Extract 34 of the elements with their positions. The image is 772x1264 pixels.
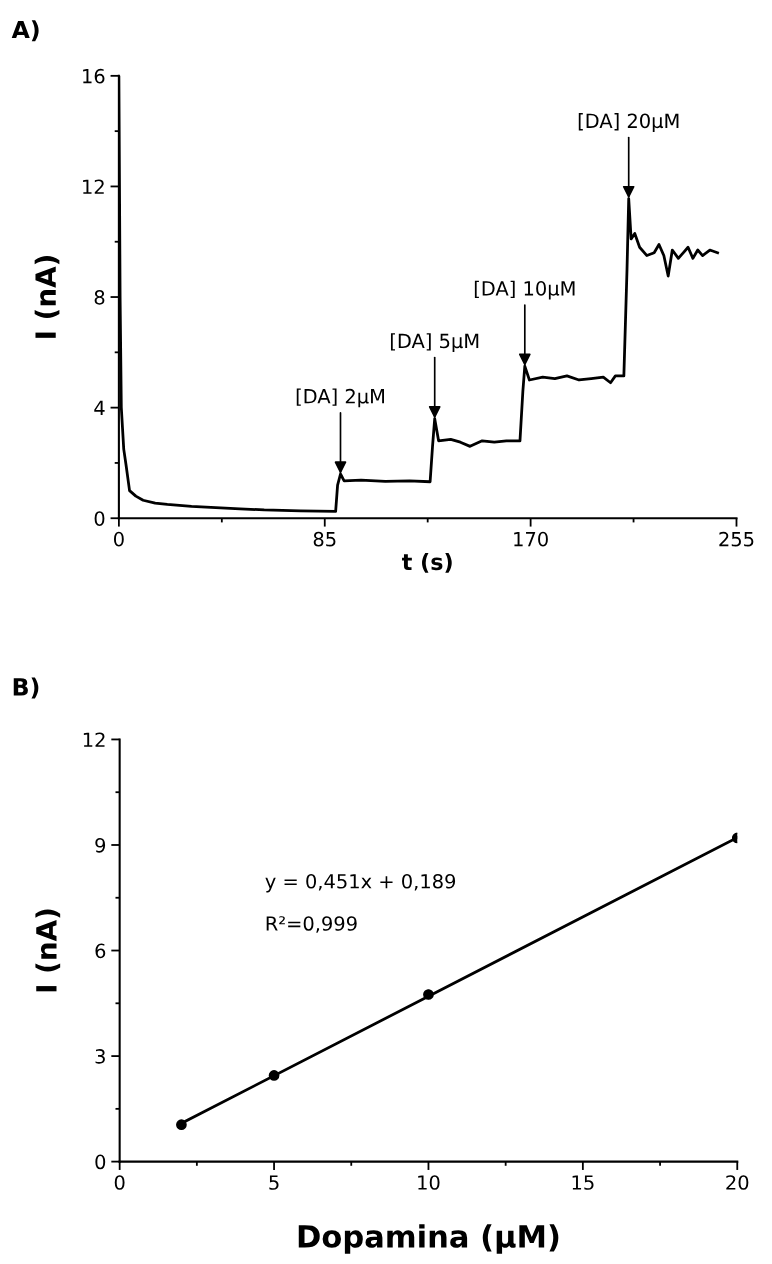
y-tick-label: 3 <box>95 1049 105 1064</box>
x-tick-label: 85 <box>313 531 336 547</box>
x-axis-title: Dopamina (μM) <box>298 1224 559 1254</box>
x-tick-label: 0 <box>113 531 124 547</box>
y-axis-title: I (nA) <box>35 909 61 992</box>
annotation: R²=0,999 <box>266 916 357 933</box>
annotation: y = 0,451x + 0,189 <box>265 873 456 893</box>
y-tick-label: 16 <box>83 68 105 84</box>
x-tick-label: 170 <box>514 531 548 547</box>
annotation: [DA] 20μM <box>578 113 679 132</box>
y-tick-label: 9 <box>95 837 106 853</box>
point <box>268 1070 280 1081</box>
y-tick-label: 0 <box>95 1154 106 1170</box>
y-axis-title: I (nA) <box>34 256 60 338</box>
y-tick-label: 4 <box>94 400 105 416</box>
x-tick-label: 20 <box>726 1175 749 1190</box>
annotation: [DA] 2μM <box>296 388 384 408</box>
x-tick-label: 255 <box>719 531 754 547</box>
point <box>176 1119 187 1131</box>
y-tick-label: 6 <box>95 943 106 959</box>
point <box>423 989 434 1000</box>
chart-title: A) <box>11 20 39 42</box>
y-tick-label: 0 <box>94 511 105 526</box>
x-axis-title: t (s) <box>402 553 452 573</box>
y-tick-label: 12 <box>83 732 105 747</box>
annotation: [DA] 5μM <box>390 333 479 353</box>
annotation: [DA] 10μM <box>474 280 575 300</box>
y-tick-label: 12 <box>83 179 104 194</box>
x-tick-label: 0 <box>114 1175 125 1190</box>
y-tick-label: 8 <box>94 290 105 305</box>
x-tick-label: 10 <box>418 1175 440 1190</box>
chart-title: B) <box>13 677 39 699</box>
x-tick-label: 5 <box>269 1175 279 1190</box>
x-tick-label: 15 <box>572 1175 594 1190</box>
